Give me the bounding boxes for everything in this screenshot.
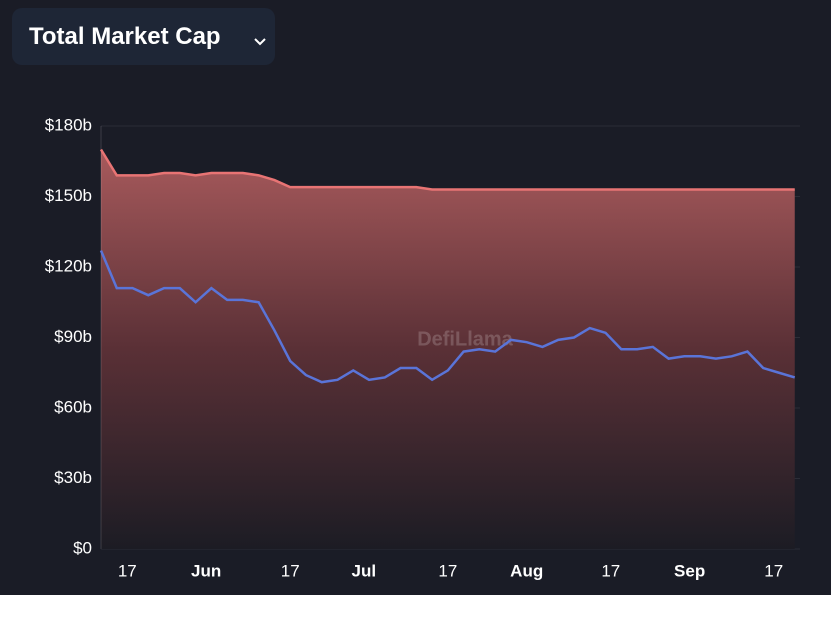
chart-title: Total Market Cap [29,23,221,50]
line [99,250,796,384]
x-tick-label: 17 [764,561,783,580]
y-tick-label: $120b [45,256,92,275]
y-tick-label: $150b [45,186,92,205]
y-tick-label: $180b [45,115,92,134]
x-tick-label: 17 [601,561,620,580]
x-tick-label: 17 [438,561,457,580]
x-tick-label: Jul [352,561,377,580]
x-tick-label: Sep [674,561,705,580]
x-tick-label: 17 [118,561,137,580]
area-fill [101,149,795,549]
x-tick-label: 17 [281,561,300,580]
area-line [99,148,795,191]
y-tick-label: $60b [54,397,92,416]
y-tick-label: $0 [73,538,92,557]
chevron-icon [254,38,266,46]
watermark: DefiLlama [417,328,513,350]
y-tick-label: $30b [54,468,92,487]
chart: DefiLlama $0 $30b $60b $90b $120b $150b $180b 1… [45,115,800,580]
x-tick-label: Jun [191,561,221,580]
x-tick-label: Aug [510,561,543,580]
y-tick-label: $90b [54,327,92,346]
metric-dropdown[interactable]: Total Market Cap [12,8,275,65]
